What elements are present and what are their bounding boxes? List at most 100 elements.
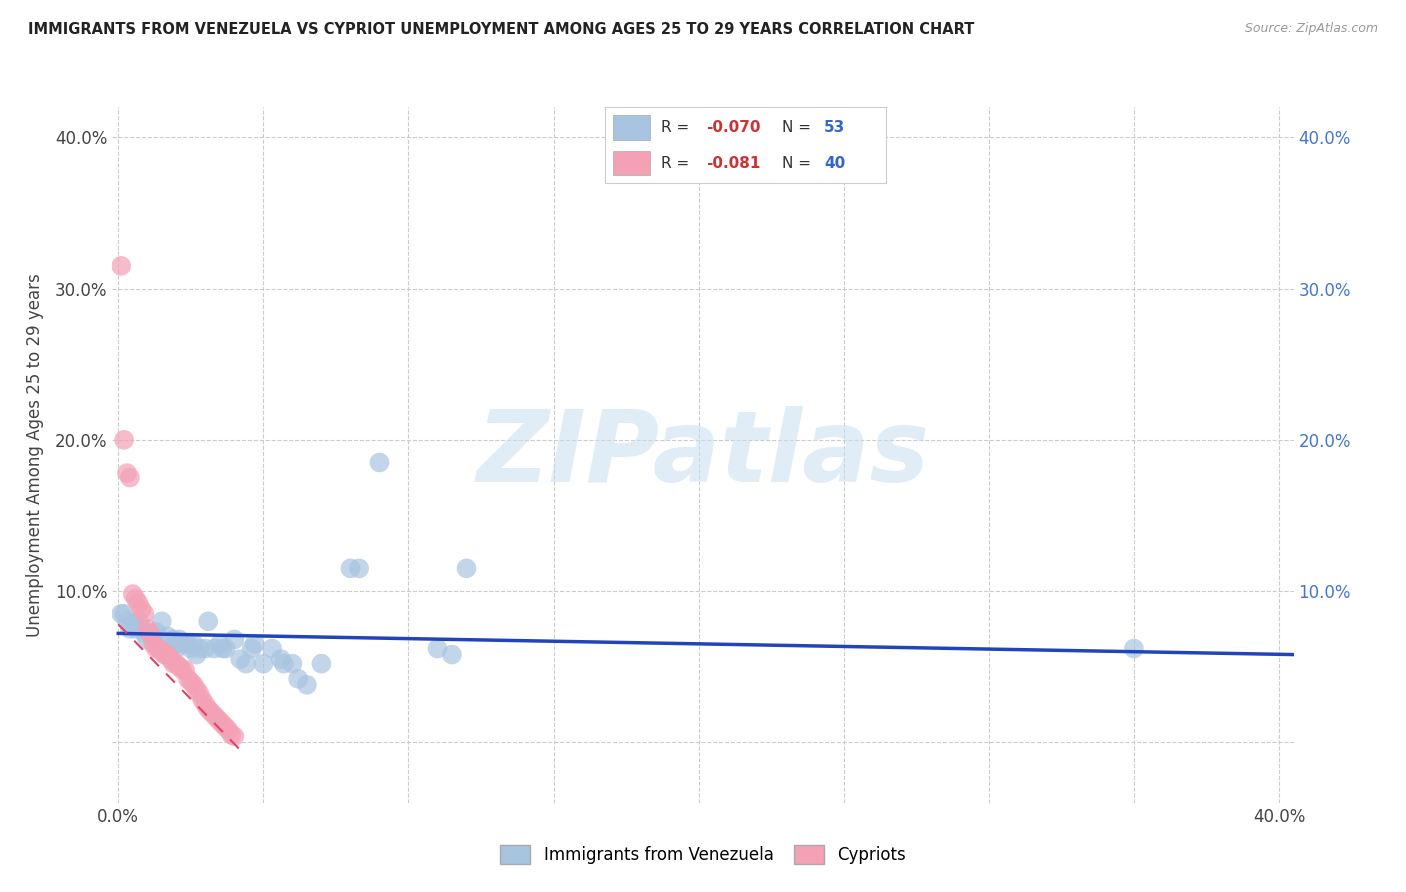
Point (186, 648, 208, 662)
Point (224, 632, 246, 647)
Point (110, 259, 132, 273)
Point (134, 626, 156, 640)
Point (142, 632, 165, 647)
Point (235, 657, 257, 671)
Point (156, 629, 179, 643)
Legend: Immigrants from Venezuela, Cypriots: Immigrants from Venezuela, Cypriots (501, 845, 905, 864)
Point (183, 678, 205, 692)
Point (188, 641, 211, 656)
Text: R =: R = (661, 155, 695, 170)
Point (240, 641, 263, 656)
Point (150, 644, 173, 658)
Point (131, 602, 153, 616)
Point (252, 657, 274, 671)
Point (243, 637, 266, 651)
Point (134, 607, 156, 621)
Point (121, 587, 143, 601)
Text: Source: ZipAtlas.com: Source: ZipAtlas.com (1244, 22, 1378, 36)
Point (148, 641, 170, 656)
Point (214, 720, 236, 734)
Point (115, 466, 138, 480)
Point (165, 641, 187, 656)
Text: ZIPatlas: ZIPatlas (477, 407, 929, 503)
Point (150, 615, 173, 629)
Point (208, 637, 231, 651)
Point (145, 624, 167, 639)
Point (162, 657, 184, 671)
Point (180, 641, 202, 656)
Point (191, 693, 214, 707)
Point (128, 615, 150, 629)
Point (214, 641, 236, 656)
Point (131, 622, 153, 636)
Point (311, 657, 333, 671)
Point (174, 663, 197, 677)
Point (211, 717, 233, 731)
Point (112, 433, 135, 447)
Point (172, 637, 194, 651)
Point (218, 723, 240, 738)
Point (281, 657, 304, 671)
Point (368, 455, 391, 469)
Point (200, 705, 222, 719)
Point (148, 641, 170, 656)
Point (153, 648, 176, 662)
Point (118, 622, 141, 636)
Point (167, 632, 190, 647)
Point (456, 561, 478, 575)
Point (205, 711, 228, 725)
Point (136, 622, 159, 636)
Text: R =: R = (661, 120, 695, 135)
Point (208, 714, 231, 728)
Point (224, 729, 246, 743)
Point (262, 641, 284, 656)
Point (440, 648, 463, 662)
Point (202, 641, 225, 656)
Point (145, 641, 167, 656)
Point (197, 615, 219, 629)
Point (180, 674, 202, 689)
Point (159, 652, 181, 666)
Point (139, 626, 162, 640)
Point (197, 702, 219, 716)
Point (156, 648, 179, 662)
Point (167, 659, 190, 673)
Point (125, 591, 148, 606)
Point (270, 652, 292, 666)
Point (110, 607, 132, 621)
Point (183, 637, 205, 651)
Point (177, 672, 200, 686)
Point (162, 632, 184, 647)
Text: -0.081: -0.081 (706, 155, 761, 170)
Point (136, 632, 159, 647)
Point (153, 648, 176, 662)
Point (139, 626, 162, 640)
Bar (613, 151, 650, 175)
Point (165, 657, 187, 671)
Point (142, 637, 165, 651)
Text: IMMIGRANTS FROM VENEZUELA VS CYPRIOT UNEMPLOYMENT AMONG AGES 25 TO 29 YEARS CORR: IMMIGRANTS FROM VENEZUELA VS CYPRIOT UNE… (28, 22, 974, 37)
Point (177, 637, 200, 651)
Point (347, 561, 370, 575)
Point (339, 561, 361, 575)
Point (112, 607, 135, 621)
Point (229, 652, 252, 666)
Point (125, 622, 148, 636)
Text: N =: N = (782, 120, 815, 135)
Y-axis label: Unemployment Among Ages 25 to 29 years: Unemployment Among Ages 25 to 29 years (25, 273, 44, 637)
Point (273, 657, 295, 671)
Text: -0.070: -0.070 (706, 120, 761, 135)
Point (115, 615, 138, 629)
Text: 40: 40 (824, 155, 845, 170)
Point (202, 708, 225, 723)
Point (186, 682, 208, 697)
Text: N =: N = (782, 155, 815, 170)
Point (194, 641, 217, 656)
Point (295, 678, 318, 692)
Point (118, 470, 141, 484)
Point (188, 687, 211, 701)
Point (221, 728, 243, 742)
Text: 53: 53 (824, 120, 845, 135)
Point (159, 641, 181, 656)
Point (1122, 641, 1144, 656)
